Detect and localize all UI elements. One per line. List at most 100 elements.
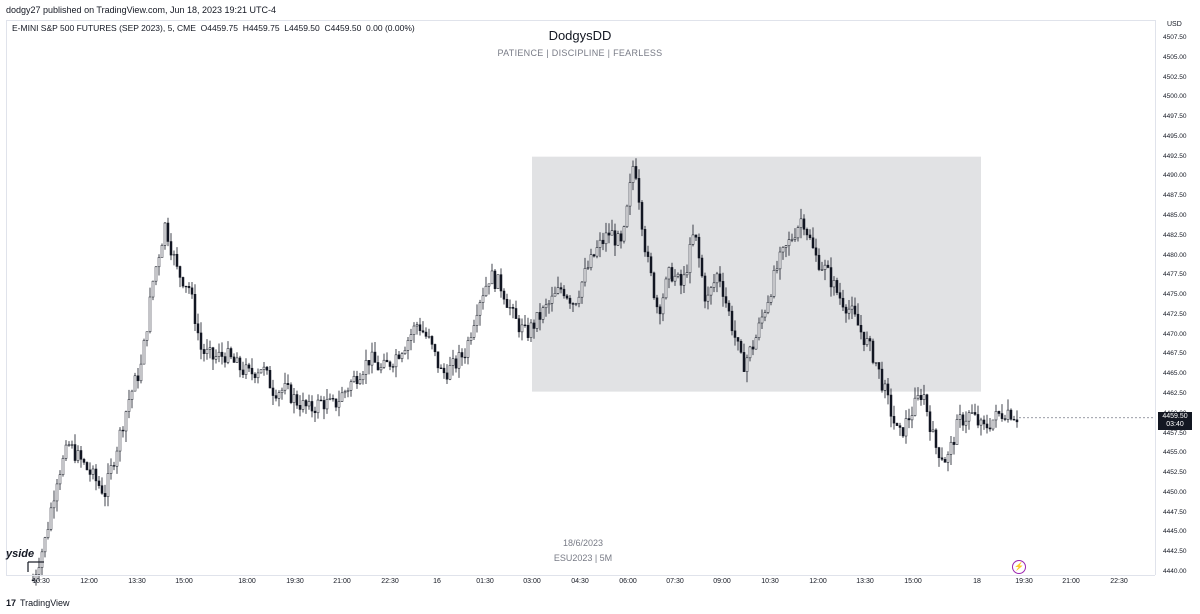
time-tick-label: 13:30 bbox=[856, 578, 874, 585]
candle-body bbox=[364, 360, 368, 375]
candle-body bbox=[82, 459, 86, 463]
tv-logo-mark: 17 bbox=[6, 598, 17, 608]
candle-body bbox=[346, 390, 350, 392]
candle-body bbox=[649, 256, 653, 274]
candle-body bbox=[100, 485, 104, 494]
candle-body bbox=[595, 247, 599, 257]
candle-body bbox=[487, 283, 491, 287]
candle-body bbox=[85, 462, 89, 471]
candle-body bbox=[46, 529, 50, 538]
time-tick-label: 19:30 bbox=[1015, 578, 1033, 585]
published-note: dodgy27 published on TradingView.com, Ju… bbox=[6, 5, 277, 15]
candle-body bbox=[193, 294, 197, 324]
candle-body bbox=[229, 348, 233, 358]
candle-body bbox=[448, 365, 452, 380]
watermark-subtitle: PATIENCE | DISCIPLINE | FEARLESS bbox=[497, 48, 663, 58]
candle-body bbox=[175, 253, 179, 267]
candle-body bbox=[256, 372, 260, 379]
candle-body bbox=[466, 340, 470, 358]
candle-body bbox=[877, 362, 881, 370]
candle-body bbox=[181, 277, 185, 287]
price-tick-label: 4477.50 bbox=[1163, 271, 1187, 279]
time-tick-label: 15:00 bbox=[904, 578, 922, 585]
price-axis[interactable] bbox=[1155, 20, 1200, 575]
candle-body bbox=[403, 350, 407, 354]
tradingview-logo[interactable]: 17 TradingView bbox=[6, 598, 70, 608]
price-tick-label: 4505.00 bbox=[1163, 53, 1187, 61]
candle-body bbox=[373, 351, 377, 363]
price-tick-label: 4487.50 bbox=[1163, 192, 1187, 200]
candle-body bbox=[481, 295, 485, 303]
candle-body bbox=[472, 325, 476, 338]
candle-body bbox=[895, 422, 899, 426]
candle-body bbox=[133, 375, 137, 392]
candle-body bbox=[865, 338, 869, 345]
candle-body bbox=[178, 266, 182, 278]
tv-logo-text: TradingView bbox=[20, 598, 70, 608]
symbol-legend[interactable]: E-MINI S&P 500 FUTURES (SEP 2023), 5, CM… bbox=[12, 23, 415, 33]
candle-body bbox=[457, 352, 461, 369]
candle-body bbox=[694, 234, 698, 238]
candle-body bbox=[658, 306, 662, 315]
candle-body bbox=[271, 387, 275, 396]
candle-body bbox=[43, 537, 47, 553]
time-axis[interactable] bbox=[6, 575, 1155, 594]
candle-body bbox=[469, 337, 473, 341]
candle-body bbox=[280, 389, 284, 393]
candle-body bbox=[748, 346, 752, 359]
candle-body bbox=[217, 351, 221, 357]
candle-body bbox=[226, 348, 230, 363]
candle-body bbox=[262, 366, 266, 370]
candle-body bbox=[823, 264, 827, 270]
candle-body bbox=[994, 411, 998, 421]
candle-body bbox=[247, 364, 251, 369]
candle-body bbox=[154, 266, 158, 282]
candle-body bbox=[340, 392, 344, 402]
candle-body bbox=[130, 390, 134, 400]
candle-body bbox=[688, 244, 692, 273]
candle-body bbox=[760, 316, 764, 324]
candle-body bbox=[40, 551, 44, 568]
candle-body bbox=[577, 296, 581, 304]
candle-body bbox=[418, 324, 422, 331]
candle-body bbox=[547, 303, 551, 306]
candle-body bbox=[508, 307, 512, 309]
candle-body bbox=[301, 400, 305, 410]
candle-body bbox=[430, 336, 434, 345]
candle-body bbox=[517, 318, 521, 333]
candle-body bbox=[571, 303, 575, 305]
candle-body bbox=[187, 285, 191, 289]
time-tick-label: 19:30 bbox=[286, 578, 304, 585]
candle-body bbox=[871, 340, 875, 363]
lightning-icon[interactable]: ⚡ bbox=[1012, 560, 1026, 574]
price-tick-label: 4452.50 bbox=[1163, 469, 1187, 477]
candle-body bbox=[757, 322, 761, 338]
candle-body bbox=[502, 290, 506, 300]
candle-body bbox=[586, 267, 590, 269]
time-tick-label: 10:30 bbox=[32, 578, 50, 585]
candle-body bbox=[634, 166, 638, 179]
candle-body bbox=[160, 245, 164, 258]
chart-pane[interactable] bbox=[6, 20, 1155, 575]
candle-body bbox=[355, 375, 359, 385]
bar-countdown: 03:40 bbox=[1166, 420, 1184, 428]
candle-body bbox=[121, 429, 125, 432]
price-tick-label: 4442.50 bbox=[1163, 548, 1187, 556]
candle-body bbox=[241, 369, 245, 375]
candle-body bbox=[304, 400, 308, 407]
candle-body bbox=[778, 251, 782, 270]
candle-body bbox=[682, 274, 686, 286]
candle-body bbox=[964, 420, 968, 426]
currency-label: USD bbox=[1167, 21, 1182, 28]
time-tick-label: 04:30 bbox=[571, 578, 589, 585]
candle-body bbox=[490, 270, 494, 285]
candle-body bbox=[958, 414, 962, 420]
candle-body bbox=[142, 340, 146, 365]
candle-body bbox=[367, 360, 371, 366]
candle-body bbox=[751, 346, 755, 350]
candle-body bbox=[136, 375, 140, 382]
candle-body bbox=[445, 372, 449, 380]
candle-body bbox=[967, 412, 971, 422]
candle-body bbox=[943, 459, 947, 463]
